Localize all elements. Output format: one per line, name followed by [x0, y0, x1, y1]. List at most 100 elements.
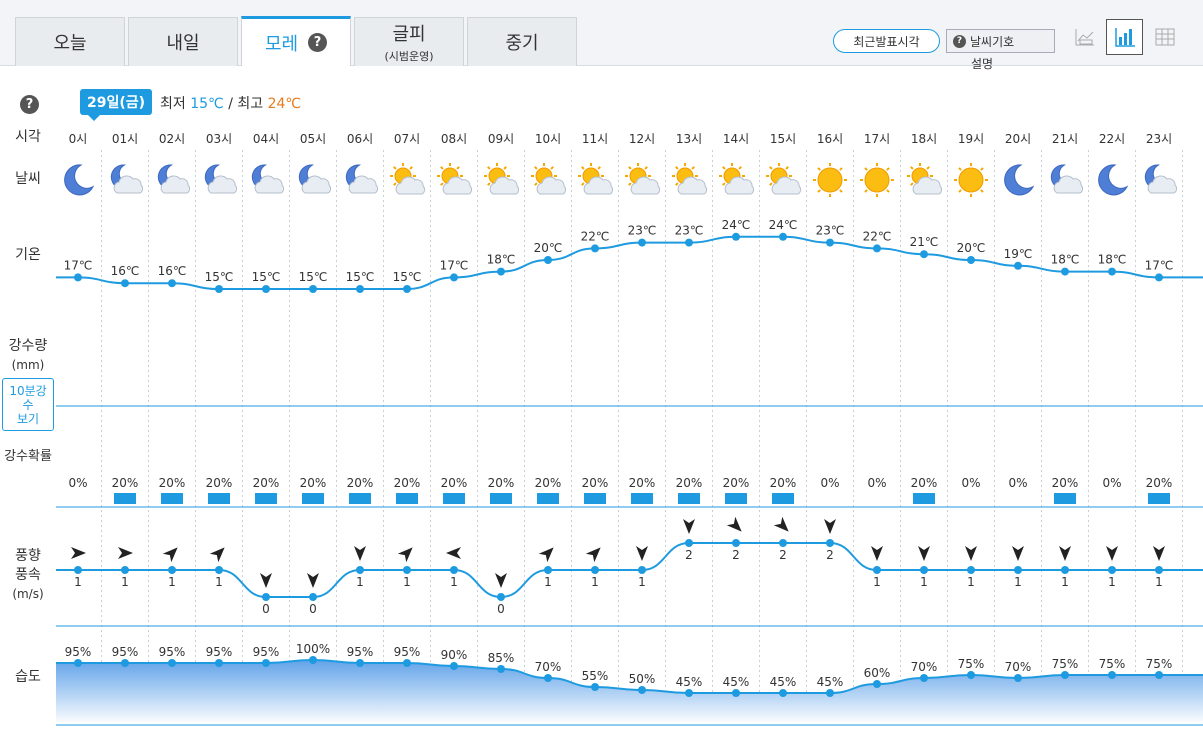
- help-icon[interactable]: ?: [308, 33, 328, 52]
- line-view-button[interactable]: [1066, 19, 1103, 55]
- weather-moon-cloud-icon: [1050, 164, 1084, 194]
- temperature-label: 15℃: [393, 270, 422, 284]
- weather-moon-cloud-icon: [251, 164, 285, 194]
- pop-label: 20%: [770, 476, 797, 490]
- humidity-point: [967, 671, 975, 679]
- cloud-shape: [771, 176, 802, 195]
- tab-tomorrow[interactable]: 내일: [128, 17, 238, 66]
- weather-sun-cloud-icon: [437, 163, 473, 195]
- recent-release-button[interactable]: 최근발표시각: [833, 29, 940, 53]
- bar-chart-icon: [1114, 28, 1135, 47]
- hour-label: 14시: [723, 132, 749, 146]
- sun-ray: [769, 182, 773, 186]
- weather-sun-cloud-icon: [625, 163, 661, 195]
- tab-today[interactable]: 오늘: [15, 17, 125, 66]
- sun-ray: [839, 189, 843, 193]
- wind-speed-label: 1: [215, 575, 223, 589]
- sun-ray: [628, 166, 632, 170]
- wind-arrow-shape: [683, 519, 695, 534]
- hour-label: 21시: [1052, 132, 1078, 146]
- cloud-shape: [583, 176, 614, 195]
- tab-midterm[interactable]: 중기: [467, 17, 577, 66]
- humidity-label: 95%: [394, 645, 421, 659]
- help-icon[interactable]: ?: [20, 95, 39, 114]
- table-icon: [1155, 28, 1174, 46]
- min-temp: 15℃: [190, 96, 224, 112]
- rain-10min-button[interactable]: 10분강 수 보기: [2, 378, 54, 431]
- tab-label: 모레: [264, 33, 299, 55]
- wind-speed-label: 2: [779, 548, 787, 562]
- wind-arrow-shape: [209, 547, 225, 563]
- temperature-point: [873, 244, 881, 253]
- hour-label: 09시: [488, 132, 514, 146]
- sun-ray: [980, 189, 984, 193]
- wind-point: [967, 566, 975, 574]
- wind-arrow-icon: [1106, 546, 1118, 561]
- pop-label: 0%: [867, 476, 886, 490]
- wind-speed-label: 1: [356, 575, 364, 589]
- sun-ray: [817, 189, 821, 193]
- wind-speed-label: 1: [544, 575, 552, 589]
- cloud-shape: [912, 176, 943, 195]
- wind-arrow-shape: [307, 573, 319, 588]
- wind-arrow-icon: [538, 547, 554, 563]
- pop-label: 20%: [535, 476, 562, 490]
- humidity-point: [74, 659, 82, 667]
- wind-point: [1155, 566, 1163, 574]
- wind-speed-label: 0: [497, 602, 505, 616]
- humidity-label: 45%: [770, 675, 797, 689]
- temperature-point: [779, 232, 787, 241]
- cloud-shape: [301, 175, 332, 194]
- hour-label: 19시: [958, 132, 984, 146]
- wind-arrow-icon: [1059, 546, 1071, 561]
- humidity-label: 90%: [441, 648, 468, 662]
- hour-label: 15시: [770, 132, 796, 146]
- sun-disc: [817, 167, 843, 193]
- wind-arrow-icon: [354, 546, 366, 561]
- pop-label: 0%: [1102, 476, 1121, 490]
- humidity-point: [732, 689, 740, 697]
- weather-sun-icon: [860, 163, 894, 197]
- tab-three-days[interactable]: 글피 (시범운영): [354, 17, 464, 66]
- wind-label-line1: 풍향: [15, 548, 41, 564]
- humidity-label: 45%: [676, 675, 703, 689]
- cloud-shape: [1147, 175, 1178, 194]
- humidity-point: [1108, 671, 1116, 679]
- wind-arrow-shape: [965, 546, 977, 561]
- rain10-line2: 수: [22, 397, 34, 412]
- pop-bar: [1054, 493, 1076, 504]
- humidity-point: [215, 659, 223, 667]
- temperature-label: 22℃: [581, 229, 610, 243]
- moon-shape: [64, 164, 95, 196]
- hour-label: 0시: [69, 132, 88, 146]
- wind-speed-label: 1: [920, 575, 928, 589]
- min-label: 최저: [160, 96, 186, 112]
- wind-arrow-icon: [260, 573, 272, 588]
- wind-point: [591, 566, 599, 574]
- humidity-point: [450, 662, 458, 670]
- sun-ray: [980, 167, 984, 171]
- wind-arrow-shape: [871, 546, 883, 561]
- weather-sun-icon: [813, 163, 847, 197]
- bar-view-button[interactable]: [1106, 19, 1143, 55]
- weather-symbol-button[interactable]: ? 날씨기호: [946, 29, 1055, 53]
- pop-label: 20%: [206, 476, 233, 490]
- weather-sun-cloud-icon: [531, 163, 567, 195]
- tab-label: 내일: [166, 33, 200, 54]
- tab-day-after-tomorrow[interactable]: 모레?: [241, 16, 351, 66]
- pop-label: 20%: [347, 476, 374, 490]
- temperature-label: 24℃: [769, 218, 798, 232]
- sun-ray: [910, 166, 914, 170]
- sun-ray: [440, 182, 444, 186]
- temperature-point: [262, 285, 270, 293]
- cloud-shape: [630, 176, 661, 195]
- sun-ray: [440, 166, 444, 170]
- row-label-wind: 풍향 풍속 (m/s): [0, 547, 56, 604]
- row-label-pop: 강수확률: [4, 449, 52, 464]
- humidity-label: 70%: [535, 660, 562, 674]
- sun-ray: [487, 166, 491, 170]
- hour-label: 03시: [206, 132, 232, 146]
- sun-ray: [722, 166, 726, 170]
- table-view-button[interactable]: [1146, 19, 1183, 55]
- weather-sun-cloud-icon: [907, 163, 943, 195]
